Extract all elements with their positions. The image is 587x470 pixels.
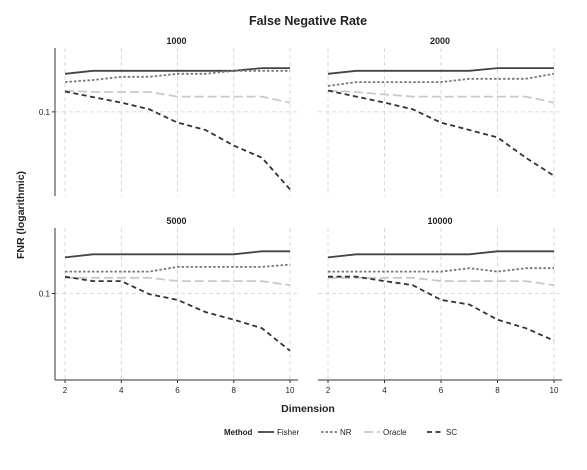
legend-items: Fisher NR Oracle SC (258, 428, 457, 437)
y-axis-title: FNR (logarithmic) (15, 171, 27, 259)
series-line-nr (327, 72, 555, 87)
series-line-oracle (65, 276, 291, 287)
panel-title: 5000 (166, 216, 186, 226)
series-line-sc (328, 275, 555, 342)
legend-label-oracle: Oracle (383, 428, 407, 437)
series-line-oracle (64, 89, 291, 104)
x-axis-title: Dimension (281, 403, 335, 415)
series-line-nr (64, 69, 290, 83)
series-line-sc (327, 89, 555, 177)
series-line-fisher (327, 67, 554, 75)
series-line-fisher (64, 250, 290, 259)
series-line-sc (64, 90, 291, 190)
legend-label-nr: NR (340, 428, 352, 437)
legend-label-sc: SC (446, 428, 457, 437)
x-tick-label: 10 (550, 386, 559, 395)
series-line-oracle (327, 89, 555, 104)
facet-panel-5000: 5000 0.1 2 4 6 8 10 (39, 216, 298, 395)
panel-title: 2000 (430, 36, 450, 46)
x-tick-label: 4 (119, 386, 124, 395)
facet-panel-2000: 2000 (318, 36, 562, 196)
series-line-oracle (328, 276, 555, 287)
y-tick-label: 0.1 (39, 289, 51, 298)
x-tick-label: 2 (63, 386, 68, 395)
x-tick-label: 6 (439, 386, 444, 395)
legend-title: Method (224, 428, 253, 437)
panel-title: 10000 (427, 216, 452, 226)
y-tick-label: 0.1 (39, 108, 51, 117)
x-tick-label: 10 (286, 386, 295, 395)
series-line-nr (328, 267, 554, 273)
x-tick-label: 6 (175, 386, 180, 395)
facet-panel-10000: 10000 2 4 6 8 10 (318, 216, 562, 395)
x-tick-label: 4 (382, 386, 387, 395)
legend: Method Fisher NR Oracle SC (224, 428, 457, 437)
facet-panel-1000: 1000 0.1 (39, 36, 298, 196)
chart-title: False Negative Rate (249, 14, 367, 28)
series-line-fisher (327, 250, 554, 259)
panel-title: 1000 (166, 36, 186, 46)
series-line-fisher (64, 67, 290, 75)
x-tick-label: 2 (326, 386, 331, 395)
facet-panels: 1000 0.1 2000 5000 0.1 2 4 6 8 10 10000 2 4 6 8 10 (39, 36, 562, 395)
x-tick-label: 8 (495, 386, 500, 395)
series-line-nr (65, 263, 291, 273)
x-tick-label: 8 (232, 386, 237, 395)
legend-label-fisher: Fisher (277, 428, 300, 437)
series-line-sc (64, 275, 291, 352)
